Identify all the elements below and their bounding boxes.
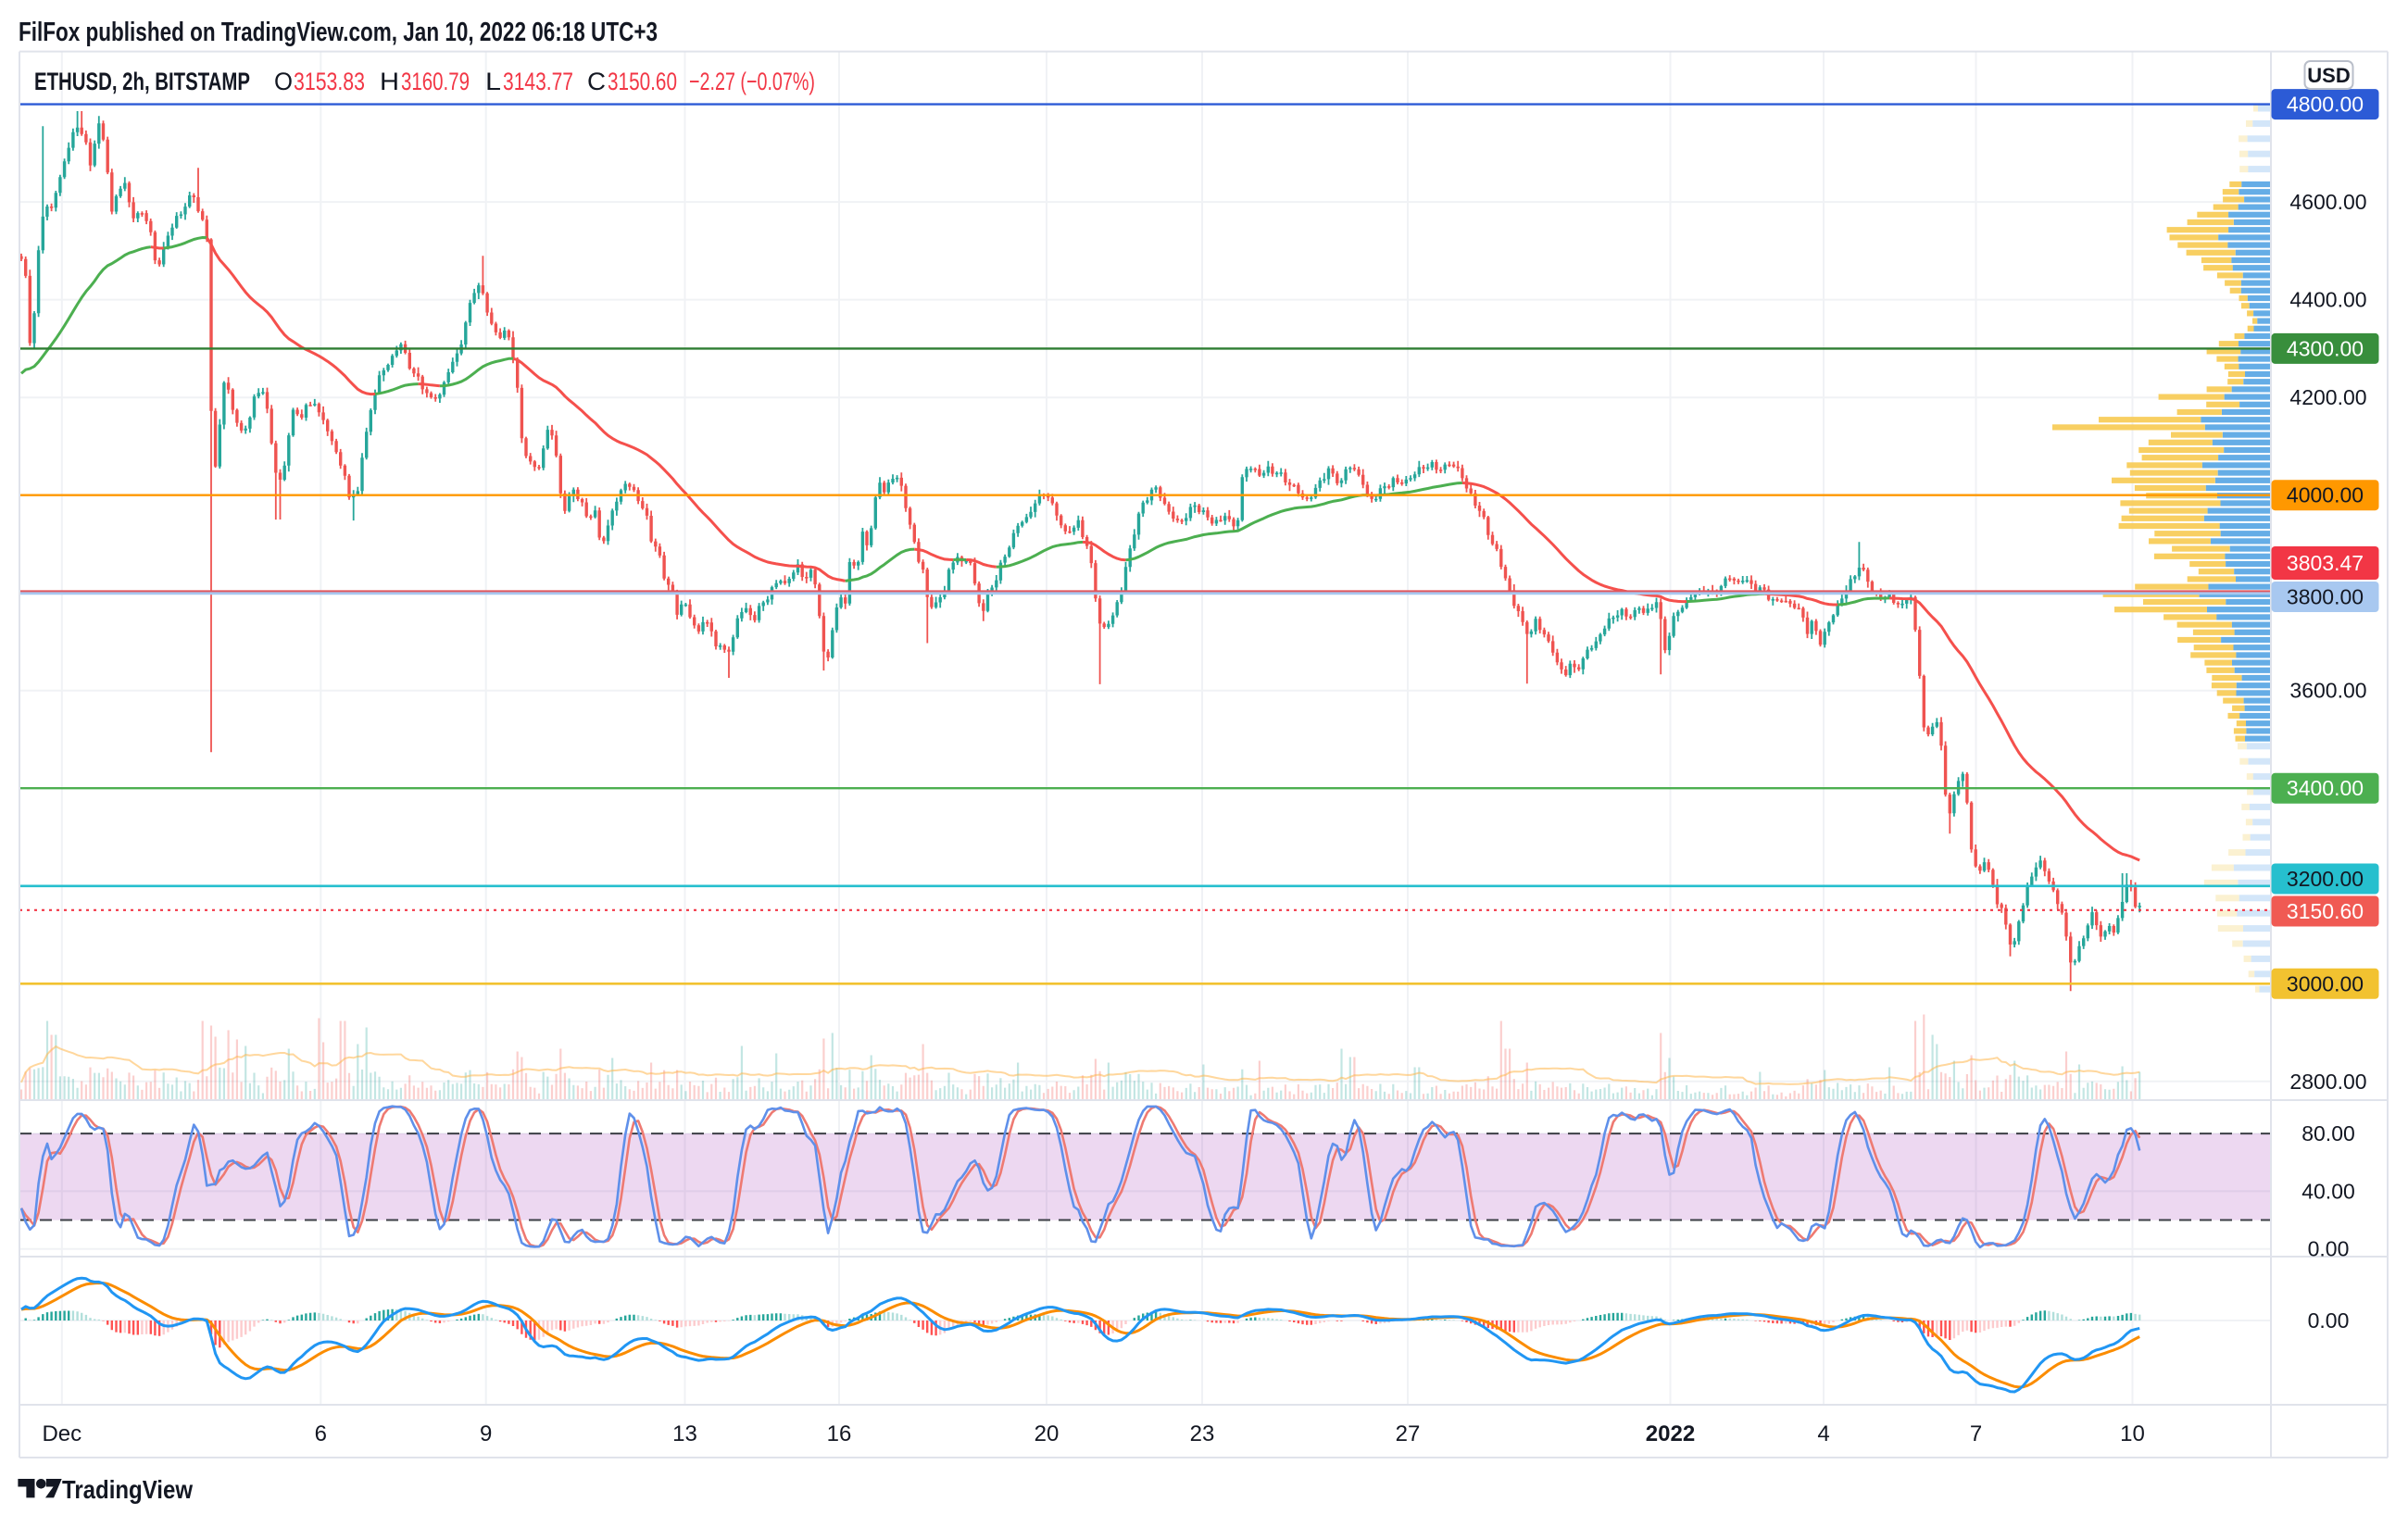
svg-text:23: 23	[1190, 1421, 1215, 1446]
svg-text:3800.00: 3800.00	[2287, 585, 2364, 609]
svg-text:0.00: 0.00	[2308, 1237, 2350, 1261]
svg-text:FilFox published on TradingVie: FilFox published on TradingView.com, Jan…	[19, 18, 658, 47]
svg-text:6: 6	[315, 1421, 327, 1446]
svg-text:4600.00: 4600.00	[2289, 190, 2366, 214]
svg-text:10: 10	[2120, 1421, 2145, 1446]
svg-text:4400.00: 4400.00	[2289, 288, 2366, 312]
svg-text:13: 13	[672, 1421, 697, 1446]
svg-text:3150.60: 3150.60	[2287, 899, 2364, 923]
svg-text:2022: 2022	[1646, 1421, 1695, 1446]
svg-text:80.00: 80.00	[2301, 1121, 2355, 1145]
svg-text:3803.47: 3803.47	[2287, 551, 2364, 575]
svg-text:O: O	[274, 68, 293, 95]
svg-text:7: 7	[1970, 1421, 1982, 1446]
svg-text:H: H	[380, 68, 399, 95]
svg-text:3143.77: 3143.77	[503, 68, 573, 95]
svg-text:9: 9	[480, 1421, 492, 1446]
svg-text:ETHUSD, 2h, BITSTAMP: ETHUSD, 2h, BITSTAMP	[34, 68, 250, 95]
svg-text:3160.79: 3160.79	[401, 68, 470, 95]
svg-text:3400.00: 3400.00	[2287, 776, 2364, 800]
svg-text:Dec: Dec	[42, 1421, 82, 1446]
svg-text:C: C	[587, 68, 606, 95]
svg-text:USD: USD	[2307, 64, 2350, 87]
svg-text:3153.83: 3153.83	[294, 68, 365, 95]
svg-text:4800.00: 4800.00	[2287, 93, 2364, 117]
svg-text:0.00: 0.00	[2308, 1308, 2350, 1333]
svg-text:TradingView: TradingView	[62, 1475, 193, 1504]
svg-text:3600.00: 3600.00	[2289, 679, 2366, 703]
svg-text:3000.00: 3000.00	[2287, 971, 2364, 995]
svg-text:2800.00: 2800.00	[2289, 1070, 2366, 1094]
svg-text:27: 27	[1396, 1421, 1421, 1446]
svg-text:16: 16	[827, 1421, 852, 1446]
svg-text:4000.00: 4000.00	[2287, 483, 2364, 507]
svg-text:−2.27 (−0.07%): −2.27 (−0.07%)	[689, 68, 815, 95]
svg-text:3200.00: 3200.00	[2287, 867, 2364, 891]
svg-text:40.00: 40.00	[2301, 1179, 2355, 1203]
svg-text:3150.60: 3150.60	[608, 68, 677, 95]
svg-text:4200.00: 4200.00	[2289, 385, 2366, 409]
svg-text:4: 4	[1817, 1421, 1829, 1446]
svg-text:L: L	[485, 68, 501, 95]
svg-text:20: 20	[1035, 1421, 1060, 1446]
svg-text:4300.00: 4300.00	[2287, 336, 2364, 360]
